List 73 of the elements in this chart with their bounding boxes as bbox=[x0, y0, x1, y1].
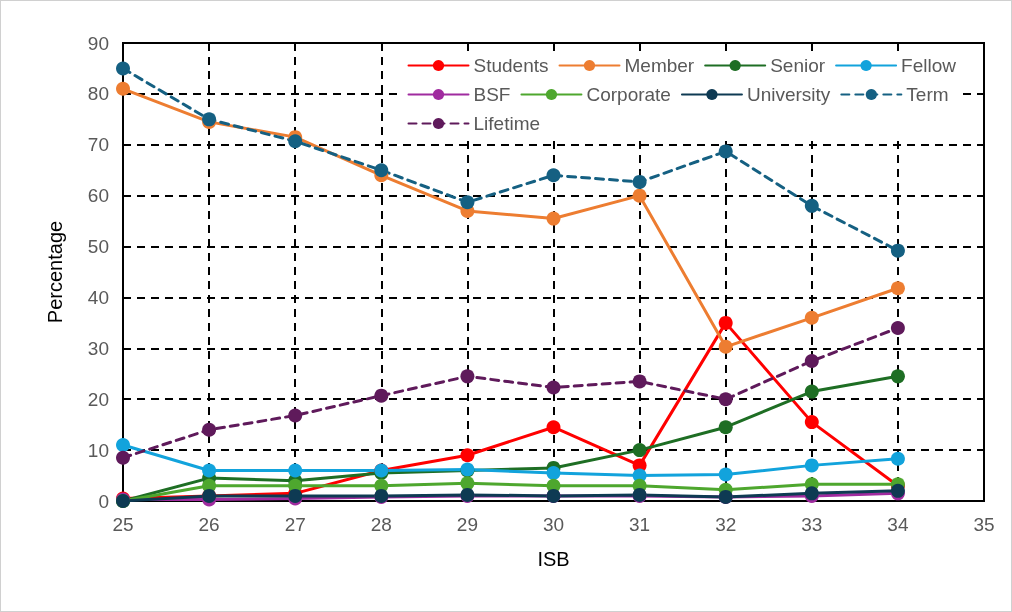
point bbox=[546, 168, 561, 183]
y-tick-label: 70 bbox=[87, 134, 109, 156]
point bbox=[546, 420, 561, 435]
y-axis-title: Percentage bbox=[44, 220, 66, 324]
point bbox=[288, 408, 303, 423]
point bbox=[718, 339, 733, 354]
point bbox=[718, 392, 733, 407]
x-tick-label: 29 bbox=[456, 514, 478, 535]
y-tick-label: 0 bbox=[98, 490, 109, 512]
point bbox=[632, 374, 647, 389]
legend-label: Member bbox=[624, 55, 695, 76]
point bbox=[804, 458, 819, 473]
point bbox=[546, 380, 561, 395]
x-tick-label: 27 bbox=[284, 514, 306, 535]
x-tick-label: 26 bbox=[198, 514, 220, 535]
point bbox=[116, 61, 130, 76]
y-tick-label: 80 bbox=[87, 83, 109, 105]
point bbox=[804, 354, 819, 369]
point bbox=[374, 163, 389, 178]
legend-label: Lifetime bbox=[473, 113, 541, 134]
x-tick-label: 32 bbox=[715, 514, 737, 535]
point bbox=[202, 463, 217, 478]
y-tick-label: 10 bbox=[87, 439, 109, 461]
x-tick-label: 28 bbox=[370, 514, 392, 535]
legend-label: BSF bbox=[473, 84, 511, 105]
x-axis-title: ISB bbox=[537, 548, 570, 570]
legend-label: Students bbox=[473, 55, 549, 76]
point bbox=[804, 198, 819, 213]
point bbox=[116, 438, 130, 453]
point bbox=[804, 415, 819, 430]
y-tick-label: 90 bbox=[87, 32, 109, 54]
x-tick-label: 31 bbox=[629, 514, 651, 535]
y-tick-label: 20 bbox=[87, 388, 109, 410]
point bbox=[718, 144, 733, 159]
point bbox=[890, 451, 905, 466]
point bbox=[116, 450, 130, 465]
point bbox=[718, 315, 733, 330]
legend-label: University bbox=[746, 84, 831, 105]
point bbox=[718, 467, 733, 482]
y-tick-label: 40 bbox=[87, 286, 109, 308]
x-tick-label: 33 bbox=[801, 514, 823, 535]
legend-label: Senior bbox=[770, 55, 826, 76]
legend-label: Fellow bbox=[901, 55, 957, 76]
point bbox=[890, 369, 905, 384]
point bbox=[288, 134, 303, 149]
point bbox=[460, 195, 475, 210]
point bbox=[718, 420, 733, 435]
point bbox=[890, 281, 905, 296]
point bbox=[460, 448, 475, 463]
x-tick-label: 25 bbox=[112, 514, 134, 535]
point bbox=[546, 211, 561, 226]
point bbox=[890, 320, 905, 335]
x-tick-label: 30 bbox=[542, 514, 565, 535]
point bbox=[546, 466, 561, 481]
y-tick-label: 30 bbox=[87, 337, 109, 359]
point bbox=[804, 384, 819, 399]
legend-label: Term bbox=[906, 84, 949, 105]
point bbox=[460, 369, 475, 384]
point bbox=[202, 422, 217, 437]
x-tick-label: 35 bbox=[973, 514, 995, 535]
point bbox=[804, 310, 819, 325]
y-tick-label: 60 bbox=[87, 185, 109, 207]
point bbox=[374, 388, 389, 403]
point bbox=[460, 476, 475, 491]
point bbox=[890, 243, 905, 258]
point bbox=[632, 443, 647, 458]
legend-label: Corporate bbox=[586, 84, 671, 105]
point bbox=[288, 463, 303, 478]
x-tick-label: 34 bbox=[887, 514, 909, 535]
point bbox=[116, 81, 130, 96]
point bbox=[632, 174, 647, 189]
y-tick-label: 50 bbox=[87, 236, 109, 258]
point bbox=[632, 188, 647, 203]
